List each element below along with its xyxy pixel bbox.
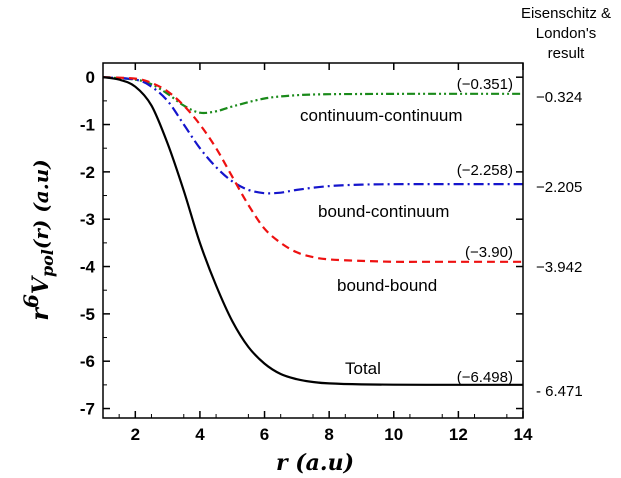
x-tick-label: 4: [195, 425, 205, 444]
end-label-continuum-continuum: (−0.351): [457, 76, 513, 93]
series-label-continuum-continuum: continuum-continuum: [300, 106, 463, 125]
end-label-total: (−6.498): [457, 369, 513, 386]
series-label-bound-continuum: bound-continuum: [318, 202, 449, 221]
y-tick-label: -1: [80, 116, 95, 135]
y-axis-title: r6Vpol(r) (a.u): [19, 159, 57, 320]
end-label-bound-bound: (−3.90): [465, 244, 513, 261]
reference-value-2: −2.205: [536, 179, 582, 196]
reference-title-line-1: Eisenschitz &: [521, 5, 611, 22]
ticks-layer: 2 4 6 8 10 12 14 0 -1 -2 -3 -4 -5 -6 -7: [80, 63, 533, 444]
reference-value-3: −3.942: [536, 259, 582, 276]
series-line-total: [102, 76, 523, 386]
y-tick-label: -5: [80, 305, 95, 324]
x-tick-label: 2: [131, 425, 140, 444]
y-tick-label: 0: [86, 68, 95, 87]
reference-value-1: −0.324: [536, 89, 582, 106]
x-tick-label: 8: [324, 425, 333, 444]
series-line-continuum-continuum: [102, 76, 523, 115]
y-axis-title-tail: (r) (a.u): [29, 159, 53, 249]
x-tick-label: 12: [449, 425, 468, 444]
x-tick-label: 14: [514, 425, 533, 444]
end-label-bound-continuum: (−2.258): [457, 162, 513, 179]
reference-title-line-2: London's: [536, 25, 596, 42]
x-tick-label: 6: [260, 425, 269, 444]
y-axis-title-base: r: [25, 306, 54, 321]
reference-value-4: - 6.471: [536, 383, 583, 400]
y-tick-label: -7: [80, 400, 95, 419]
y-axis-title-mid: V: [28, 275, 54, 294]
y-tick-label: -6: [80, 352, 95, 371]
y-tick-label: -2: [80, 163, 95, 182]
series-label-bound-bound: bound-bound: [337, 276, 437, 295]
y-axis-title-sub: pol: [38, 249, 57, 277]
y-axis-title-sup: 6: [19, 294, 43, 308]
x-tick-label: 10: [384, 425, 403, 444]
series-label-total: Total: [345, 359, 381, 378]
curves-layer: [102, 76, 523, 386]
y-tick-label: -4: [80, 258, 96, 277]
reference-title-line-3: result: [548, 45, 586, 62]
y-tick-label: -3: [80, 210, 95, 229]
series-line-bound-bound: [102, 76, 523, 263]
x-axis-title: r (a.u): [276, 450, 354, 476]
